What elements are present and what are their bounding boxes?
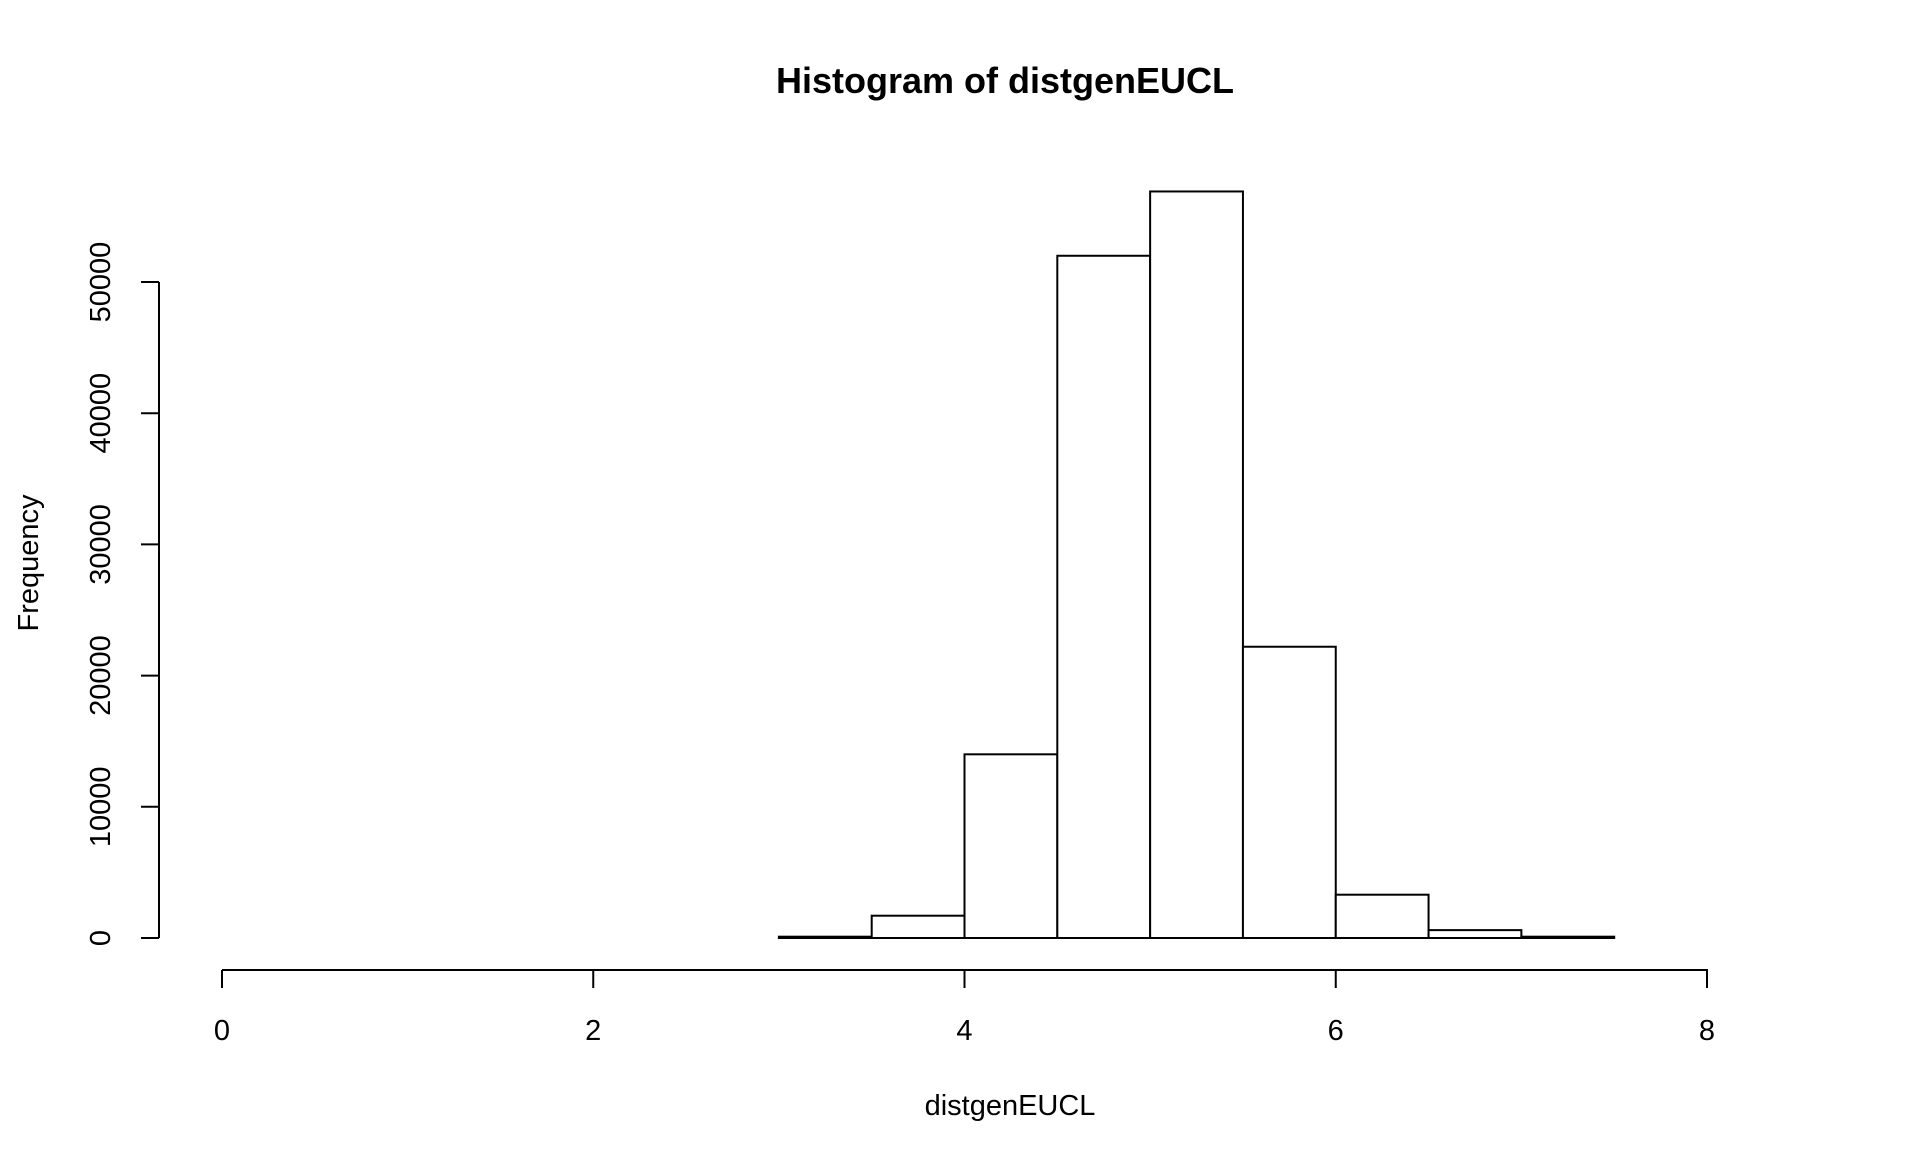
y-tick-label: 10000 bbox=[85, 766, 117, 847]
histogram-bar bbox=[1334, 893, 1430, 940]
y-axis-ticks: 0 10000 20000 30000 40000 50000 bbox=[85, 242, 159, 946]
y-tick-label: 20000 bbox=[85, 635, 117, 716]
histogram-bars bbox=[777, 190, 1616, 940]
chart-title: Histogram of distgenEUCL bbox=[776, 60, 1234, 101]
histogram-bar bbox=[1520, 935, 1616, 940]
x-axis-ticks: 0 2 4 6 8 bbox=[214, 970, 1715, 1047]
y-tick-label: 30000 bbox=[85, 504, 117, 585]
x-axis-label: distgenEUCL bbox=[925, 1090, 1096, 1122]
x-tick-label: 0 bbox=[214, 1015, 230, 1047]
histogram-bar bbox=[1056, 254, 1152, 939]
x-tick-label: 6 bbox=[1328, 1015, 1344, 1047]
x-tick-label: 4 bbox=[956, 1015, 972, 1047]
y-axis-label: Frequency bbox=[13, 494, 45, 632]
y-tick-label: 40000 bbox=[85, 373, 117, 454]
y-tick-label: 0 bbox=[85, 930, 117, 946]
x-tick-label: 2 bbox=[585, 1015, 601, 1047]
x-tick-label: 8 bbox=[1699, 1015, 1715, 1047]
histogram-bar bbox=[1149, 190, 1244, 940]
histogram-bar bbox=[963, 753, 1059, 939]
histogram-bar bbox=[1241, 645, 1337, 939]
histogram-bar bbox=[1427, 929, 1523, 940]
y-tick-label: 50000 bbox=[85, 242, 117, 323]
histogram-bar bbox=[777, 935, 873, 940]
histogram-bar bbox=[870, 914, 966, 940]
